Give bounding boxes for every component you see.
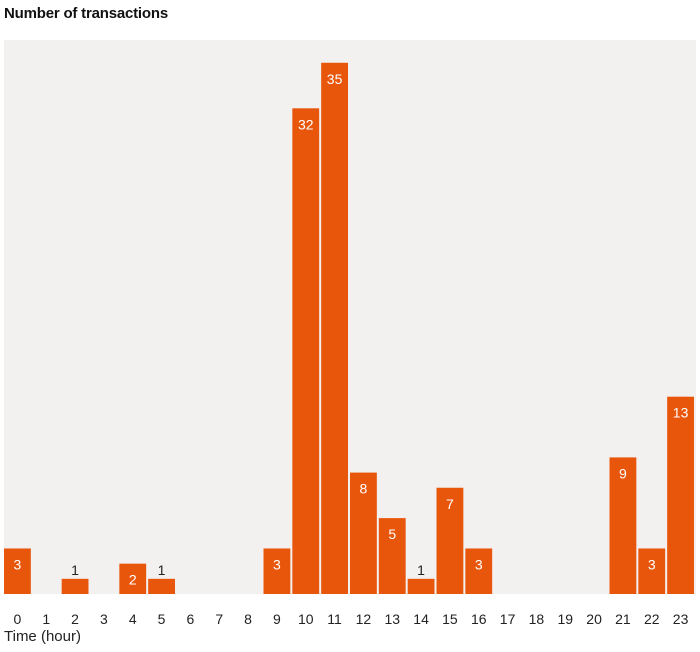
bar-hour-21 [609, 457, 637, 594]
x-tick-label: 4 [129, 611, 137, 627]
x-tick-labels-group: 0 1 2 3 4 5 6 7 8 9 10 11 12 13 14 15 16 17 18 19 20 21 22 23 [14, 611, 689, 627]
x-tick-label: 18 [529, 611, 545, 627]
x-tick-label: 11 [327, 611, 342, 627]
bar-value-label: 3 [14, 556, 22, 572]
bar-value-label: 35 [327, 71, 343, 87]
bar-value-label: 32 [298, 116, 314, 132]
bar-hour-0 [4, 548, 31, 594]
bars-group [4, 62, 694, 595]
bar-value-label: 1 [71, 562, 79, 578]
x-tick-label: 14 [413, 611, 429, 627]
chart-title: Number of transactions [4, 5, 168, 22]
bar-hour-2 [61, 578, 89, 594]
x-tick-label: 8 [244, 611, 252, 627]
bar-value-label: 3 [648, 556, 656, 572]
bar-value-label: 2 [129, 572, 137, 588]
x-tick-label: 10 [298, 611, 314, 627]
x-tick-label: 2 [71, 611, 79, 627]
bar-hour-13 [378, 518, 406, 594]
bar-value-label: 1 [158, 562, 166, 578]
bar-hour-22 [638, 548, 666, 594]
bar-hour-9 [263, 548, 291, 594]
bar-hour-12 [350, 472, 377, 594]
bar-hour-10 [292, 108, 320, 595]
bar-value-label: 7 [446, 496, 454, 512]
x-tick-label: 19 [557, 611, 573, 627]
x-tick-label: 15 [442, 611, 458, 627]
x-tick-label: 13 [384, 611, 400, 627]
x-tick-label: 6 [187, 611, 195, 627]
bar-value-label: 3 [475, 556, 483, 572]
x-tick-label: 0 [14, 611, 22, 627]
x-tick-label: 9 [273, 611, 281, 627]
x-tick-label: 22 [644, 611, 660, 627]
x-tick-label: 1 [42, 611, 50, 627]
bar-hour-14 [407, 578, 435, 594]
x-tick-label: 20 [586, 611, 602, 627]
bar-hour-11 [321, 62, 348, 594]
x-tick-label: 17 [500, 611, 516, 627]
bar-hour-15 [436, 487, 464, 594]
bar-hour-4 [119, 563, 147, 594]
bar-value-label: 3 [273, 556, 281, 572]
bar-value-label: 13 [673, 405, 689, 421]
x-tick-label: 23 [673, 611, 689, 627]
bar-value-label: 8 [360, 481, 368, 497]
bar-value-label: 5 [388, 526, 396, 542]
x-tick-label: 7 [215, 611, 223, 627]
x-axis-label: Time (hour) [4, 628, 81, 645]
x-tick-label: 21 [615, 611, 631, 627]
bar-value-label: 1 [417, 562, 425, 578]
x-tick-label: 5 [158, 611, 166, 627]
x-tick-label: 16 [471, 611, 487, 627]
bar-hour-23 [667, 396, 694, 594]
x-tick-label: 3 [100, 611, 108, 627]
x-tick-label: 12 [356, 611, 372, 627]
bar-value-label: 9 [619, 465, 627, 481]
bar-hour-5 [148, 578, 175, 594]
bar-hour-16 [465, 548, 493, 594]
